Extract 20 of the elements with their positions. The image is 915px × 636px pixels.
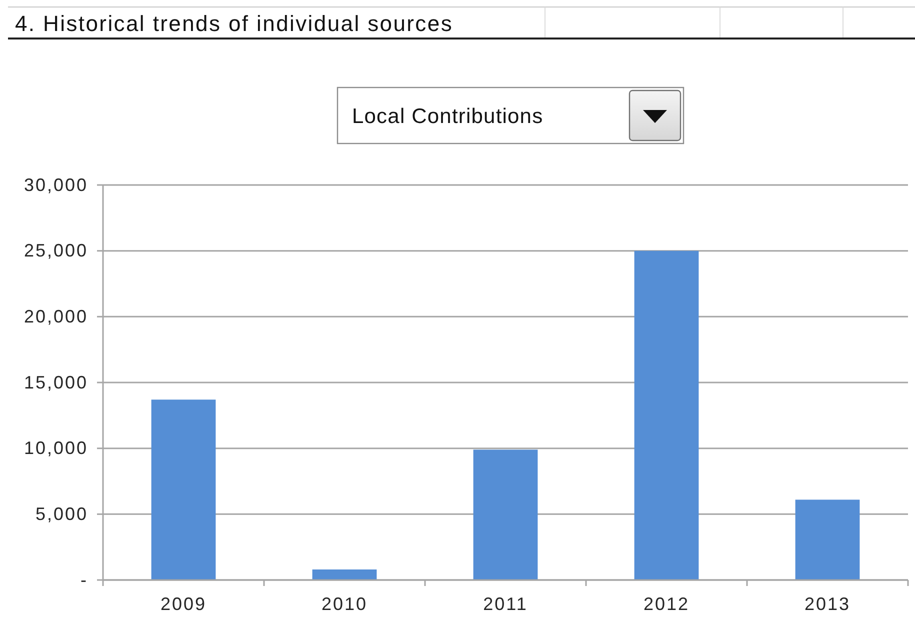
dropdown: Local Contributions — [336, 86, 684, 144]
x-tick-label: 2012 — [643, 594, 690, 614]
bar — [151, 400, 216, 580]
y-tick-label: 25,000 — [24, 240, 88, 261]
y-tick-label: 30,000 — [24, 174, 88, 195]
bar — [473, 450, 538, 580]
x-tick-label: 2010 — [321, 594, 368, 614]
y-tick-label: 15,000 — [24, 372, 88, 392]
bar — [634, 250, 699, 580]
bar — [795, 500, 860, 580]
x-tick-label: 2011 — [483, 594, 528, 614]
x-tick-label: 2013 — [804, 594, 851, 614]
chart-subtitle: Local Contributions — [352, 105, 544, 128]
y-tick-label: - — [80, 570, 88, 590]
y-tick-label: 5,000 — [35, 504, 88, 524]
y-tick-label: 10,000 — [24, 438, 88, 458]
y-tick-label: 20,000 — [24, 306, 88, 326]
x-tick-label: 2009 — [160, 594, 207, 614]
chart-title: 4. Historical trends of individual sources — [15, 11, 454, 36]
bar — [312, 569, 377, 580]
